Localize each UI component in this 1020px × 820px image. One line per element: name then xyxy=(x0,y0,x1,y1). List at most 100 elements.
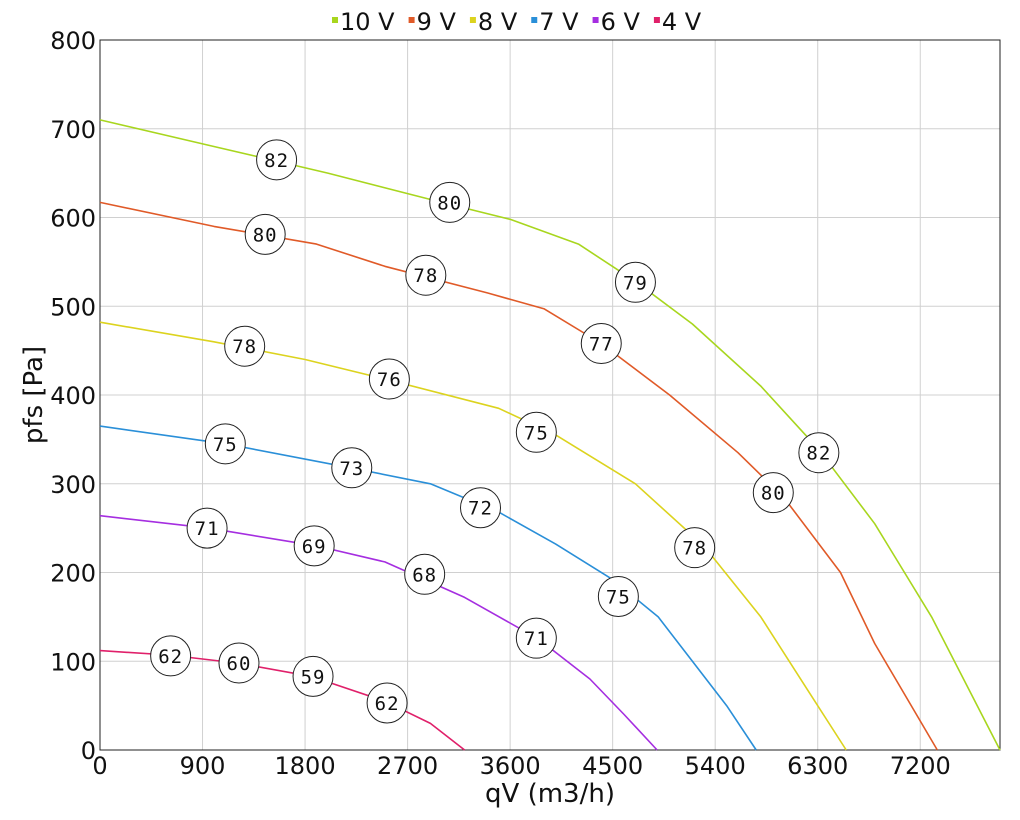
efficiency-badge-label: 72 xyxy=(468,498,493,520)
legend-item: 4 V xyxy=(653,8,702,36)
x-tick-label: 900 xyxy=(180,752,226,780)
x-tick-label: 5400 xyxy=(685,752,746,780)
plot-frame xyxy=(99,39,1001,751)
legend: 10 V 9 V 8 V 7 V 6 V 4 V xyxy=(332,8,702,36)
x-tick-label: 0 xyxy=(92,752,107,780)
efficiency-badge: 82 xyxy=(256,139,298,181)
efficiency-badge: 78 xyxy=(674,527,716,569)
efficiency-badge: 76 xyxy=(368,358,410,400)
efficiency-badge-label: 71 xyxy=(524,628,549,650)
efficiency-badge: 59 xyxy=(292,655,334,697)
efficiency-badge-label: 59 xyxy=(301,666,326,688)
efficiency-badge-label: 60 xyxy=(227,653,252,675)
legend-label: 9 V xyxy=(417,8,457,36)
efficiency-badge-label: 75 xyxy=(213,434,238,456)
efficiency-badge-circle xyxy=(674,527,716,569)
y-tick-label: 500 xyxy=(50,293,96,321)
series-line xyxy=(99,425,757,751)
efficiency-badge: 80 xyxy=(244,213,286,255)
efficiency-badge-label: 78 xyxy=(413,265,438,287)
efficiency-badge-label: 80 xyxy=(253,224,278,246)
legend-item: 6 V xyxy=(592,8,641,36)
efficiency-badge-circle xyxy=(752,472,794,514)
efficiency-badge: 73 xyxy=(331,447,373,489)
efficiency-badge-circle xyxy=(204,423,246,465)
efficiency-badge: 71 xyxy=(186,507,228,549)
x-tick-label: 2700 xyxy=(377,752,438,780)
efficiency-badge-circle xyxy=(331,447,373,489)
legend-label: 8 V xyxy=(478,8,518,36)
efficiency-badge-circle xyxy=(218,642,260,684)
efficiency-badge-label: 79 xyxy=(623,272,648,294)
x-tick-label: 1800 xyxy=(275,752,336,780)
x-tick-label: 4500 xyxy=(582,752,643,780)
y-tick-label: 600 xyxy=(50,205,96,233)
efficiency-badge-label: 75 xyxy=(606,586,631,608)
efficiency-badge: 82 xyxy=(798,432,840,474)
efficiency-badge-label: 80 xyxy=(761,483,786,505)
legend-item: 7 V xyxy=(531,8,579,36)
y-tick-label: 700 xyxy=(50,116,96,144)
efficiency-badge-label: 68 xyxy=(412,564,437,586)
y-tick-label: 300 xyxy=(50,471,96,499)
y-tick-label: 800 xyxy=(50,27,96,55)
efficiency-badge-label: 76 xyxy=(377,369,402,391)
efficiency-badge-label: 80 xyxy=(437,192,462,214)
legend-label: 10 V xyxy=(340,8,395,36)
efficiency-badge-circle xyxy=(614,261,656,303)
efficiency-badge-circle xyxy=(429,181,471,223)
efficiency-badge: 62 xyxy=(366,682,408,724)
x-axis-label: qV (m3/h) xyxy=(485,779,615,809)
efficiency-badge: 62 xyxy=(150,635,192,677)
efficiency-badge: 68 xyxy=(404,553,446,595)
efficiency-badge: 60 xyxy=(218,642,260,684)
efficiency-badge: 71 xyxy=(515,617,557,659)
efficiency-badge: 72 xyxy=(460,487,502,529)
efficiency-badge-circle xyxy=(798,432,840,474)
efficiency-badge: 69 xyxy=(293,525,335,567)
efficiency-badge: 80 xyxy=(429,181,471,223)
legend-swatch xyxy=(531,17,538,23)
efficiency-badge-circle xyxy=(460,487,502,529)
y-axis-label: pfs [Pa] xyxy=(19,346,49,444)
y-tick-label: 400 xyxy=(50,382,96,410)
efficiency-badge-label: 78 xyxy=(682,538,707,560)
efficiency-badge-circle xyxy=(366,682,408,724)
efficiency-badge-circle xyxy=(515,411,557,453)
efficiency-badge-circle xyxy=(150,635,192,677)
efficiency-labels: 82 80 79 82 80 78 77 80 78 76 75 78 75 73 72 75 71 69 68 71… xyxy=(150,139,840,724)
efficiency-badge-circle xyxy=(293,525,335,567)
efficiency-badge-label: 69 xyxy=(302,536,327,558)
y-tick-label: 100 xyxy=(50,648,96,676)
series-line xyxy=(99,514,658,751)
efficiency-badge-label: 78 xyxy=(232,336,257,358)
legend-label: 4 V xyxy=(662,8,702,36)
legend-swatch xyxy=(408,17,415,23)
efficiency-badge-circle xyxy=(515,617,557,659)
efficiency-badge: 80 xyxy=(752,472,794,514)
efficiency-badge-circle xyxy=(580,323,622,365)
efficiency-badge-circle xyxy=(224,325,266,367)
x-tick-label: 6300 xyxy=(787,752,848,780)
efficiency-badge: 75 xyxy=(597,575,639,617)
legend-swatch xyxy=(653,17,660,23)
efficiency-badge: 75 xyxy=(204,423,246,465)
efficiency-badge: 75 xyxy=(515,411,557,453)
efficiency-badge-label: 62 xyxy=(158,646,183,668)
legend-item: 10 V xyxy=(332,8,395,36)
legend-item: 8 V xyxy=(469,8,518,36)
efficiency-badge: 78 xyxy=(224,325,266,367)
efficiency-badge: 77 xyxy=(580,323,622,365)
efficiency-badge-label: 71 xyxy=(195,518,220,540)
x-tick-label: 3600 xyxy=(480,752,541,780)
legend-label: 6 V xyxy=(601,8,641,36)
efficiency-badge: 79 xyxy=(614,261,656,303)
efficiency-badge-circle xyxy=(292,655,334,697)
legend-item: 9 V xyxy=(408,8,457,36)
efficiency-badge-label: 73 xyxy=(339,458,364,480)
y-tick-label: 200 xyxy=(50,560,96,588)
efficiency-badge-label: 77 xyxy=(589,334,614,356)
efficiency-badge-circle xyxy=(404,553,446,595)
legend-label: 7 V xyxy=(539,8,579,36)
